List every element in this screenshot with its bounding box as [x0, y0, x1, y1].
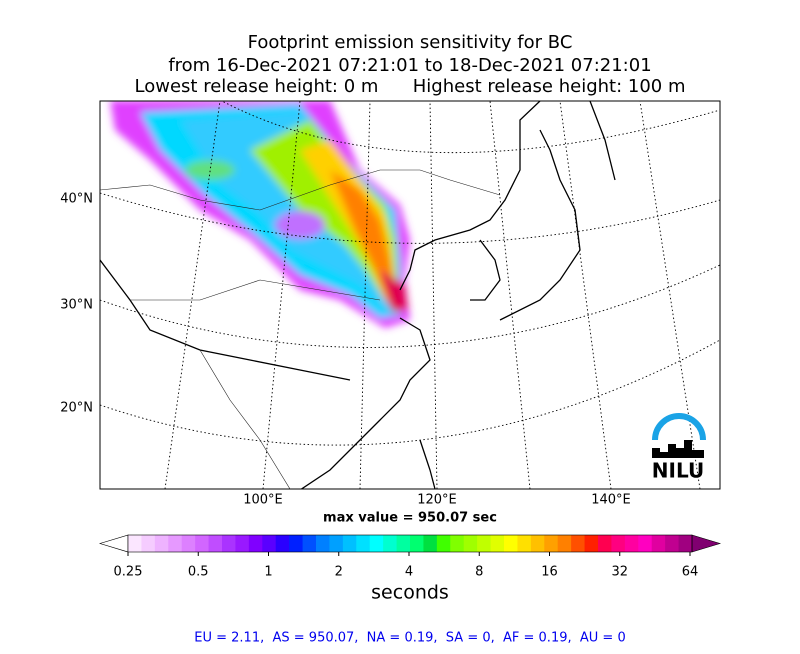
colorbar-segment — [316, 535, 330, 552]
colorbar-segment — [477, 535, 492, 552]
colorbar-segment — [141, 535, 156, 552]
colorbar-segment — [463, 535, 478, 552]
colorbar-tick-label: 32 — [611, 565, 628, 580]
colorbar-tick-label: 2 — [335, 565, 343, 580]
colorbar-segment — [651, 535, 666, 552]
logo-text: NILU — [652, 459, 704, 483]
lon-label: 100°E — [243, 493, 283, 508]
colorbar-segment — [436, 535, 451, 552]
colorbar-segment — [289, 535, 304, 552]
colorbar-extend — [98, 534, 129, 553]
colorbar-segment — [302, 535, 317, 552]
colorbar-segment — [584, 535, 599, 552]
colorbar-segment — [195, 535, 210, 552]
colorbar-segment — [329, 535, 344, 552]
colorbar-tick-label: 8 — [475, 565, 483, 580]
colorbar-segment — [665, 535, 680, 552]
map-frame — [99, 100, 721, 490]
colorbar-segment — [557, 535, 572, 552]
colorbar-segment — [342, 535, 357, 552]
lat-label: 40°N — [60, 192, 93, 207]
colorbar-label: seconds — [371, 582, 449, 604]
colorbar-segment — [396, 535, 411, 552]
colorbar: 0.25 0.5 1 2 4 8 16 32 64 — [98, 534, 722, 580]
colorbar-segment — [128, 535, 142, 552]
colorbar-segment — [208, 535, 223, 552]
colorbar-segment — [638, 535, 653, 552]
title-line: Lowest release height: 0 m Highest relea… — [135, 76, 686, 97]
colorbar-segment — [504, 535, 518, 552]
colorbar-tick-label: 0.25 — [114, 565, 143, 580]
colorbar-segment — [490, 535, 505, 552]
max-value: max value = 950.07 sec — [323, 511, 497, 526]
colorbar-segment — [154, 535, 169, 552]
colorbar-segment — [275, 535, 290, 552]
lon-label: 140°E — [591, 493, 631, 508]
colorbar-segment — [678, 535, 693, 552]
lon-label: 120°E — [417, 493, 457, 508]
colorbar-tick-label: 4 — [405, 565, 413, 580]
colorbar-segment — [571, 535, 586, 552]
colorbar-segment — [235, 535, 250, 552]
colorbar-segment — [248, 535, 263, 552]
colorbar-segment — [383, 535, 398, 552]
colorbar-segment — [530, 535, 545, 552]
colorbar-segment — [598, 535, 612, 552]
colorbar-segment — [168, 535, 183, 552]
colorbar-segment — [611, 535, 626, 552]
colorbar-frame — [127, 534, 693, 553]
colorbar-segment — [356, 535, 371, 552]
lat-label: 30°N — [60, 298, 93, 313]
colorbar-segment — [450, 535, 465, 552]
colorbar-segment — [222, 535, 236, 552]
colorbar-segment — [517, 535, 532, 552]
colorbar-tick-label: 64 — [682, 565, 699, 580]
map: NILU — [100, 101, 720, 489]
colorbar-tick-label: 1 — [264, 565, 272, 580]
colorbar-segment — [181, 535, 196, 552]
colorbar-segment — [423, 535, 438, 552]
colorbar-extend — [691, 534, 722, 553]
colorbar-segment — [624, 535, 639, 552]
colorbar-segment — [410, 535, 424, 552]
colorbar-segment — [262, 535, 277, 552]
colorbar-tick-label: 0.5 — [188, 565, 209, 580]
logo-arc — [652, 413, 706, 441]
title-line: from 16-Dec-2021 07:21:01 to 18-Dec-2021… — [168, 55, 651, 76]
logo-skyline — [652, 440, 704, 458]
colorbar-tick-label: 16 — [541, 565, 558, 580]
title-line: Footprint emission sensitivity for BC — [248, 32, 573, 53]
colorbar-segment — [369, 535, 384, 552]
lat-label: 20°N — [60, 401, 93, 416]
colorbar-segment — [544, 535, 559, 552]
plume — [110, 101, 410, 328]
footer: EU = 2.11, AS = 950.07, NA = 0.19, SA = … — [194, 631, 625, 646]
